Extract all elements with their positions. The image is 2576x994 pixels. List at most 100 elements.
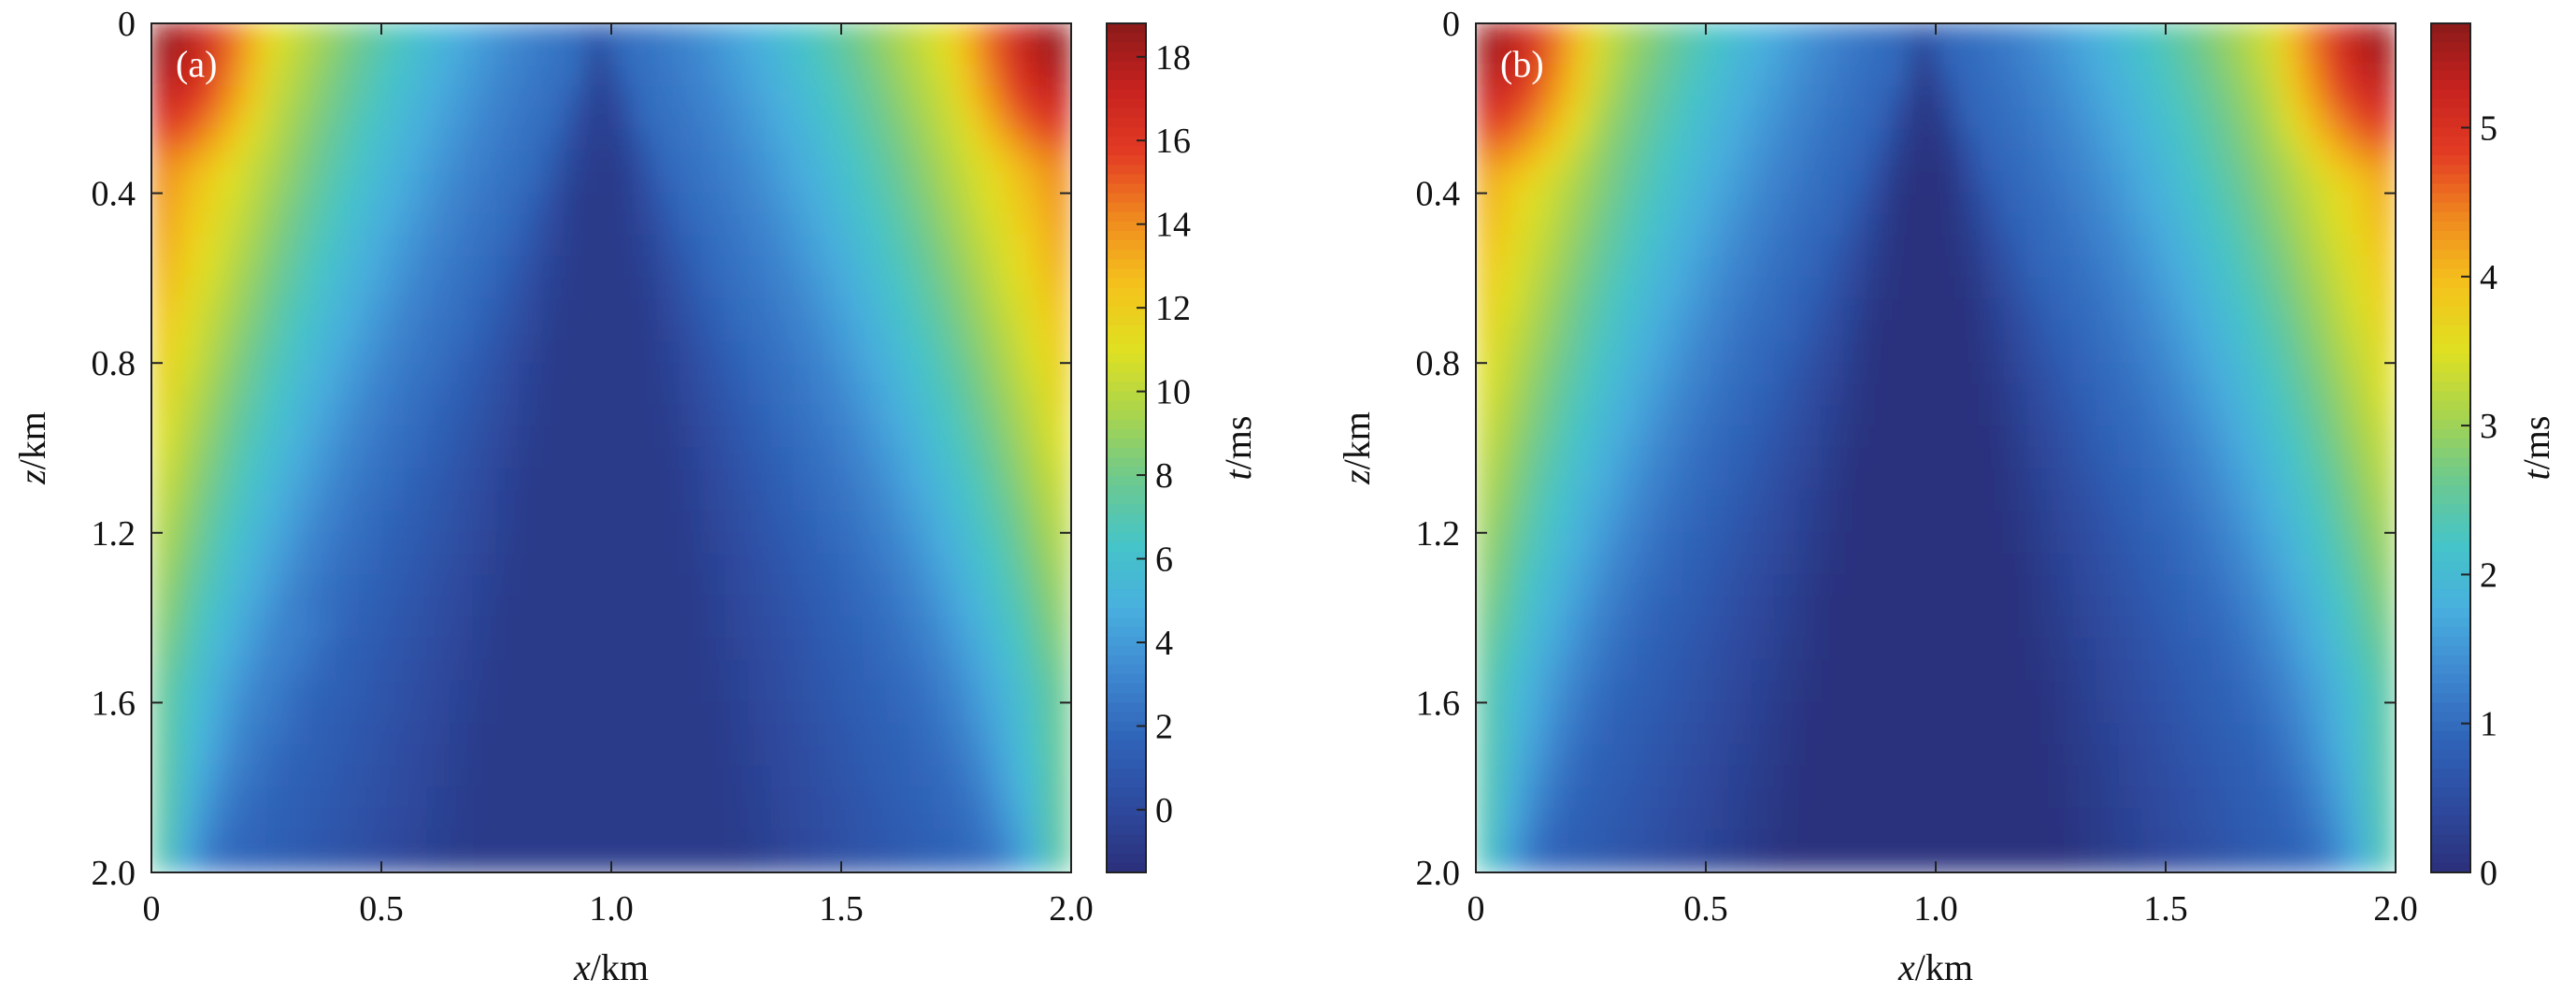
heatmap-cell: [472, 468, 497, 492]
heatmap-cell: [1612, 298, 1639, 322]
heatmap-cell: [2187, 86, 2213, 109]
heatmap-cell: [817, 277, 842, 301]
heatmap-cell: [1911, 723, 1937, 746]
heatmap-cell: [2348, 362, 2374, 385]
colorbar-band: [1107, 296, 1146, 308]
heatmap-cell: [2233, 638, 2259, 661]
heatmap-cell: [1590, 786, 1615, 810]
heatmap-cell: [1705, 362, 1730, 385]
heatmap-cell: [1935, 65, 1960, 89]
heatmap-cell: [2165, 235, 2190, 258]
heatmap-cell: [357, 511, 382, 534]
heatmap-cell: [2326, 277, 2351, 301]
heatmap-cell: [587, 192, 612, 216]
heatmap-cell: [1590, 828, 1615, 853]
heatmap-cell: [817, 425, 842, 449]
heatmap-cell: [288, 638, 314, 661]
heatmap-cell: [771, 425, 796, 449]
heatmap-cell: [196, 382, 222, 407]
heatmap-cell: [1796, 213, 1822, 237]
heatmap-cell: [242, 680, 267, 704]
colorbar-band: [1107, 797, 1146, 807]
heatmap-cell: [2096, 701, 2121, 726]
heatmap-cell: [541, 192, 566, 216]
heatmap-cell: [2371, 150, 2396, 173]
heatmap-cell: [357, 659, 382, 683]
heatmap-cell: [2072, 574, 2098, 598]
colorbar-band: [1107, 457, 1146, 468]
heatmap-cell: [2256, 298, 2282, 322]
heatmap-cell: [633, 701, 659, 726]
colorbar-tick-label: 4: [2480, 258, 2497, 297]
heatmap-cell: [242, 170, 267, 194]
heatmap-cell: [2302, 701, 2328, 726]
heatmap-cell: [1957, 828, 1983, 853]
colorbar-band: [2431, 476, 2470, 486]
heatmap-cell: [771, 850, 796, 872]
heatmap-cell: [909, 765, 935, 789]
heatmap-cell: [1612, 425, 1639, 449]
colorbar-tick-label: 18: [1155, 38, 1191, 78]
heatmap-cell: [1001, 340, 1026, 365]
heatmap-cell: [1705, 43, 1730, 67]
heatmap-cell: [1636, 170, 1661, 194]
heatmap-cell: [955, 65, 980, 89]
heatmap-cell: [173, 213, 199, 237]
heatmap-cell: [587, 255, 612, 280]
heatmap-cell: [771, 680, 796, 704]
heatmap-cell: [2141, 574, 2167, 598]
heatmap-cell: [1727, 65, 1753, 89]
heatmap-cell: [840, 86, 866, 109]
heatmap-cell: [1521, 43, 1546, 67]
colorbar-band: [2431, 778, 2470, 788]
heatmap-cell: [2348, 23, 2374, 46]
heatmap-cell: [1842, 43, 1868, 67]
heatmap-cell: [840, 574, 866, 598]
heatmap-cell: [610, 531, 636, 555]
heatmap-cell: [334, 447, 360, 470]
heatmap-cell: [932, 128, 957, 152]
heatmap-cell: [242, 786, 267, 810]
heatmap-cell: [288, 553, 314, 577]
heatmap-cell: [886, 235, 911, 258]
heatmap-cell: [679, 511, 705, 534]
heatmap-cell: [656, 362, 681, 385]
heatmap-cell: [1705, 128, 1730, 152]
heatmap-cell: [1497, 511, 1524, 534]
heatmap-cell: [1981, 531, 2006, 555]
heatmap-cell: [725, 150, 751, 173]
heatmap-cell: [1866, 701, 1891, 726]
heatmap-cell: [932, 786, 957, 810]
heatmap-cell: [2050, 425, 2075, 449]
heatmap-cell: [1796, 43, 1822, 67]
heatmap-cell: [288, 701, 314, 726]
heatmap-cell: [1476, 128, 1500, 152]
heatmap-cell: [587, 43, 612, 67]
heatmap-cell: [2141, 786, 2167, 810]
heatmap-cell: [1047, 595, 1071, 619]
heatmap-cell: [219, 828, 245, 853]
heatmap-cell: [2003, 828, 2029, 853]
heatmap-cell: [2233, 531, 2259, 555]
heatmap-cell: [863, 425, 889, 449]
colorbar-band: [1107, 787, 1146, 798]
heatmap-cell: [978, 595, 1004, 619]
heatmap-cell: [151, 447, 176, 470]
heatmap-cell: [886, 468, 911, 492]
heatmap-cell: [2302, 192, 2328, 216]
heatmap-cell: [794, 743, 820, 768]
heatmap-cell: [1842, 531, 1868, 555]
heatmap-cell: [196, 298, 222, 322]
heatmap-cell: [656, 86, 681, 109]
heatmap-cell: [2256, 807, 2282, 831]
heatmap-cell: [1705, 680, 1730, 704]
heatmap-cell: [2096, 23, 2121, 46]
heatmap-cell: [2026, 743, 2052, 768]
heatmap-cell: [1001, 638, 1026, 661]
heatmap-cell: [725, 170, 751, 194]
heatmap-cell: [2326, 468, 2351, 492]
heatmap-cell: [794, 277, 820, 301]
heatmap-cell: [1567, 235, 1592, 258]
heatmap-cell: [840, 319, 866, 343]
heatmap-cell: [1497, 553, 1524, 577]
